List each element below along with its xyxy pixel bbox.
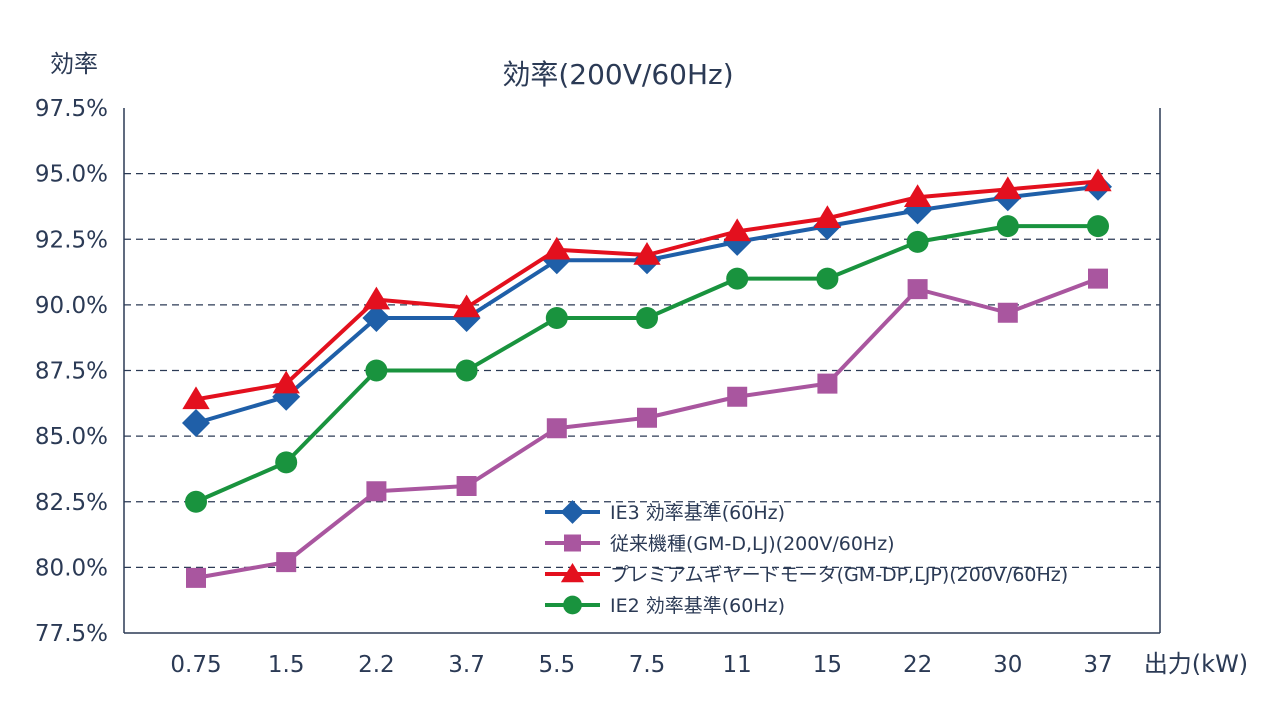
- x-tick-label: 22: [903, 652, 932, 678]
- legend: IE3 効率基準(60Hz) 従来機種(GM-D,LJ)(200V/60Hz) プレ…: [545, 500, 1068, 617]
- x-tick-label: 5.5: [539, 652, 576, 678]
- x-tick-label: 3.7: [448, 652, 485, 678]
- legend-item: IE3 効率基準(60Hz): [545, 500, 785, 524]
- data-point: [362, 304, 391, 332]
- grid-lines: [124, 173, 1160, 568]
- data-point: [545, 307, 568, 329]
- data-point: [543, 236, 571, 260]
- x-tick-label: 15: [813, 652, 842, 678]
- plot-frame: [123, 108, 1161, 634]
- legend-label: 従来機種(GM-D,LJ)(200V/60Hz): [610, 533, 895, 555]
- data-point: [365, 359, 388, 382]
- data-point: [637, 407, 657, 428]
- data-point: [182, 409, 210, 437]
- legend-marker: [564, 534, 581, 552]
- series-triangle: [182, 168, 1112, 410]
- data-point: [185, 490, 207, 513]
- y-tick-label: 97.5%: [35, 96, 108, 122]
- legend-marker: [560, 500, 585, 524]
- legend-marker: [560, 562, 585, 583]
- data-point: [546, 418, 567, 439]
- data-point: [362, 286, 391, 310]
- data-point: [727, 386, 748, 407]
- data-point: [276, 552, 297, 573]
- data-point: [456, 476, 477, 496]
- y-tick-label: 82.5%: [35, 490, 108, 516]
- legend-label: IE3 効率基準(60Hz): [610, 502, 785, 524]
- data-point: [1088, 268, 1108, 289]
- data-point: [182, 386, 210, 410]
- legend-item: IE2 効率基準(60Hz): [545, 595, 785, 617]
- data-point: [186, 567, 206, 588]
- data-point: [1084, 168, 1112, 192]
- data-point: [816, 267, 839, 290]
- y-tick-label: 80.0%: [35, 555, 108, 581]
- y-axis-ticks: 77.5% 80.0% 82.5% 85.0% 87.5% 90.0% 92.5% 95.0%…: [35, 96, 108, 647]
- y-tick-label: 77.5%: [35, 621, 108, 647]
- y-tick-label: 87.5%: [35, 359, 108, 385]
- series-square: [186, 268, 1108, 588]
- data-point: [994, 176, 1022, 200]
- y-tick-label: 85.0%: [35, 424, 108, 450]
- data-point: [726, 267, 749, 290]
- data-point: [903, 184, 932, 207]
- data-point: [275, 451, 298, 474]
- x-tick-label: 2.2: [358, 652, 395, 678]
- chart-title: 効率(200V/60Hz): [502, 58, 733, 91]
- data-point: [272, 370, 300, 394]
- data-point: [636, 307, 658, 329]
- y-tick-label: 92.5%: [35, 227, 108, 253]
- x-tick-label: 0.75: [170, 652, 221, 678]
- data-point: [997, 302, 1018, 323]
- y-tick-label: 95.0%: [35, 162, 108, 188]
- x-tick-label: 30: [993, 652, 1022, 678]
- legend-label: IE2 効率基準(60Hz): [610, 595, 785, 617]
- legend-label: プレミアムギヤードモータ(GM-DP,LJP)(200V/60Hz): [610, 564, 1068, 586]
- data-point: [723, 218, 751, 242]
- legend-item: 従来機種(GM-D,LJ)(200V/60Hz): [545, 533, 895, 555]
- x-tick-label: 37: [1083, 652, 1112, 678]
- data-point: [455, 359, 478, 382]
- data-point: [906, 230, 929, 253]
- series-group: [182, 168, 1112, 588]
- x-axis-ticks: 0.75 1.5 2.2 3.7 5.5 7.5 11 15 22 30 37: [170, 652, 1112, 678]
- data-point: [1087, 215, 1109, 238]
- series-circle: [185, 215, 1109, 513]
- x-tick-label: 11: [723, 652, 752, 678]
- series-line: [195, 179, 1099, 402]
- y-tick-label: 90.0%: [35, 293, 108, 319]
- x-tick-label: 7.5: [629, 652, 666, 678]
- data-point: [366, 481, 387, 502]
- data-point: [996, 215, 1019, 238]
- data-point: [452, 294, 481, 318]
- x-axis-label: 出力(kW): [1144, 650, 1248, 678]
- y-axis-label: 効率: [50, 50, 98, 78]
- x-tick-label: 1.5: [268, 652, 305, 678]
- data-point: [633, 242, 661, 265]
- data-point: [813, 205, 842, 228]
- legend-item: プレミアムギヤードモータ(GM-DP,LJP)(200V/60Hz): [545, 562, 1068, 586]
- data-point: [817, 373, 838, 394]
- legend-marker: [563, 595, 582, 615]
- data-point: [907, 279, 928, 300]
